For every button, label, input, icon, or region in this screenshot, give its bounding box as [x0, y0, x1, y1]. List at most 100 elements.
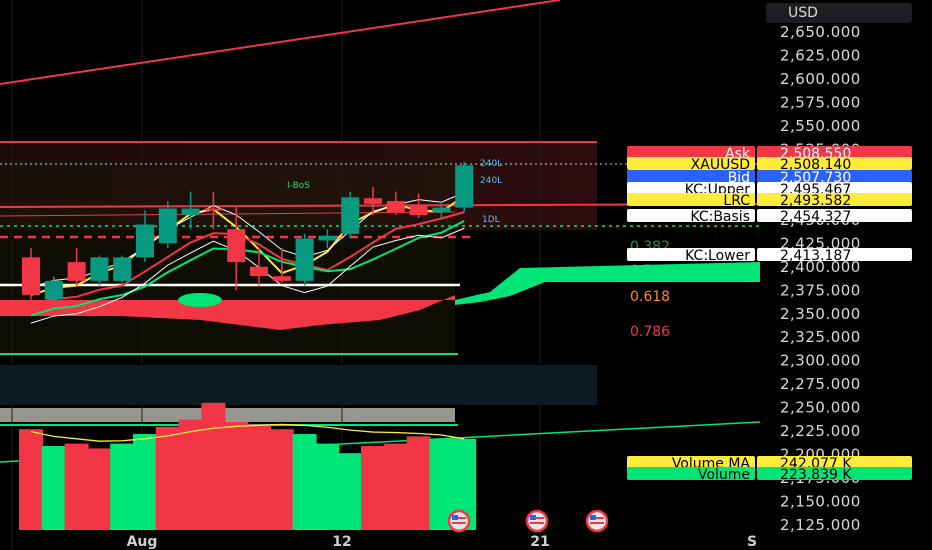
- volume-bar: [247, 424, 271, 530]
- price-tick-label: 2,325.000: [780, 328, 861, 346]
- 240l-top-label: 240L: [480, 159, 502, 169]
- candle-body: [204, 208, 223, 211]
- time-tick-label: 21: [530, 534, 549, 550]
- tag-value: 2,508.140: [780, 157, 851, 173]
- volume-bar: [201, 402, 226, 530]
- tag-name: Volume: [698, 467, 750, 483]
- volume-bar: [338, 453, 363, 530]
- candle-body: [67, 262, 86, 281]
- volume-bar: [64, 443, 89, 530]
- tag-name: LRC: [723, 193, 750, 209]
- ma-green-line: [30, 220, 465, 317]
- candle-body: [227, 229, 246, 263]
- price-tick-label: 2,625.000: [780, 46, 861, 64]
- volume-ma-line: [30, 423, 465, 442]
- tag-value: 2,413.187: [780, 248, 851, 264]
- volume-bar: [429, 438, 454, 530]
- candle-body: [409, 205, 428, 216]
- volume-bar: [41, 446, 66, 530]
- tag-name: KC:Lower: [685, 248, 750, 264]
- candle-body: [272, 276, 291, 281]
- kc-lower-line: [30, 227, 465, 324]
- price-tag: XAUUSD 2,508.140: [627, 157, 912, 173]
- price-tick-label: 2,550.000: [780, 117, 861, 135]
- volume-bar: [269, 429, 294, 530]
- time-axis[interactable]: Aug 12 21 S: [127, 534, 757, 550]
- demand-zone: [0, 365, 597, 405]
- gray-zone: [0, 408, 455, 422]
- volume-bar: [361, 446, 385, 530]
- candle-body: [113, 257, 132, 281]
- candle-body: [250, 266, 268, 277]
- price-tick-label: 2,250.000: [780, 399, 861, 417]
- price-tick-label: 2,150.000: [780, 493, 861, 511]
- fib-level-label: 0.786: [630, 324, 670, 340]
- bos-label: I-BoS: [287, 181, 310, 191]
- candle-body: [364, 198, 382, 204]
- volume-bar: [406, 436, 431, 530]
- price-tick-label: 2,375.000: [780, 281, 861, 299]
- price-tick-label: 2,350.000: [780, 305, 861, 323]
- us-event-icon[interactable]: [525, 509, 549, 533]
- price-tick-label: 2,425.000: [780, 234, 861, 252]
- green-cloud-edge: [455, 262, 760, 305]
- price-tick-label: 2,300.000: [780, 352, 861, 370]
- candle-body: [158, 208, 177, 244]
- candle-body: [295, 238, 314, 281]
- tag-value: 2,493.582: [780, 193, 851, 209]
- candle-body: [90, 257, 109, 281]
- volume-bar: [155, 426, 180, 530]
- price-tick-label: 2,600.000: [780, 70, 861, 88]
- volume-bar: [224, 422, 249, 530]
- price-tag: Volume 223.839 K: [627, 467, 912, 483]
- currency-selector[interactable]: USD: [766, 3, 912, 23]
- ma-red-line: [30, 211, 465, 308]
- price-tick-label: 2,400.000: [780, 258, 861, 276]
- price-tick-label: 2,575.000: [780, 93, 861, 111]
- candle-body: [318, 235, 337, 241]
- volume-bar: [110, 443, 135, 530]
- candle-body: [432, 207, 451, 213]
- tag-name: XAUUSD: [691, 157, 750, 173]
- candle-body: [181, 208, 200, 216]
- candle-body: [136, 224, 154, 258]
- tag-name: KC:Basis: [690, 209, 750, 225]
- volume-bar: [315, 443, 340, 530]
- tag-value: 223.839 K: [780, 467, 852, 483]
- candle-body: [44, 280, 63, 300]
- price-tick-label: 2,275.000: [780, 375, 861, 393]
- us-event-icon[interactable]: [585, 509, 609, 533]
- tag-value: 2,454.327: [780, 209, 851, 225]
- red-cloud: [0, 295, 455, 330]
- trend-line-upper: [0, 0, 561, 85]
- volume-bar: [87, 448, 112, 530]
- 240l-label: 240L: [480, 176, 502, 186]
- candle-body: [341, 197, 360, 234]
- price-tick-label: 2,225.000: [780, 422, 861, 440]
- price-tick-label: 2,125.000: [780, 516, 861, 534]
- fib-level-label: 0.618: [630, 289, 670, 305]
- 1dl-label: 1DL: [482, 215, 500, 225]
- volume-bar: [178, 419, 203, 530]
- price-tag: KC:Lower 2,413.187: [627, 248, 912, 264]
- volume-bar: [292, 434, 317, 530]
- price-tag: LRC 2,493.582: [627, 193, 912, 209]
- time-tick-label: 12: [332, 534, 351, 550]
- price-tick-label: 2,650.000: [780, 23, 861, 41]
- fib-level-label: 0.5: [630, 263, 652, 279]
- time-tick-label: S: [747, 534, 757, 550]
- price-tag: KC:Basis 2,454.327: [627, 209, 912, 225]
- candle-body: [455, 165, 474, 208]
- volume-bars: [19, 402, 477, 530]
- volume-bar: [383, 443, 408, 530]
- volume-bar: [133, 434, 157, 530]
- candle-body: [386, 201, 405, 213]
- us-event-icon[interactable]: [447, 509, 471, 533]
- low-marker: [178, 293, 222, 307]
- level-red-2: [0, 211, 456, 217]
- time-tick-label: Aug: [127, 534, 158, 550]
- volume-bar: [19, 429, 43, 530]
